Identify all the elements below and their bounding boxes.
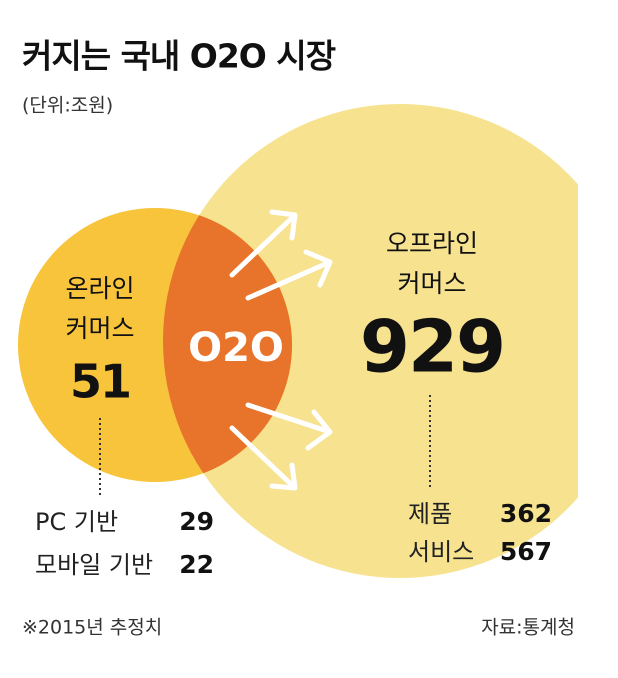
breakdown-value: 22 (179, 550, 214, 579)
breakdown-value: 362 (500, 499, 552, 528)
breakdown-name: 제품 (408, 500, 452, 528)
offline-value: 929 (360, 305, 504, 389)
online-label: 커머스 (65, 314, 134, 343)
center-label: O2O (188, 325, 284, 371)
offline-label: 오프라인 (386, 229, 478, 258)
unit: (단위:조원) (22, 95, 113, 117)
online-label: 온라인 (65, 274, 134, 303)
breakdown-value: 29 (179, 507, 214, 536)
note: ※2015년 추정치 (22, 617, 162, 639)
breakdown-value: 567 (500, 537, 552, 566)
online-value: 51 (70, 355, 130, 409)
arrows (229, 209, 333, 491)
source: 자료:통계청 (481, 617, 575, 639)
title: 커지는 국내 O2O 시장 (22, 37, 336, 76)
breakdown-name: 서비스 (408, 538, 474, 566)
breakdown-name: 모바일 기반 (35, 551, 153, 579)
breakdown-name: PC 기반 (35, 508, 118, 536)
offline-label: 커머스 (397, 269, 466, 298)
